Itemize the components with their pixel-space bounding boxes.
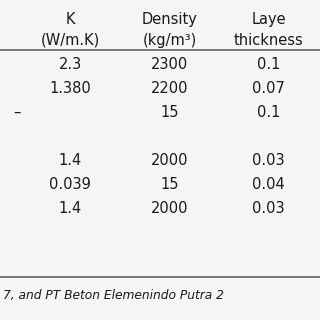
Text: 7, and PT Beton Elemenindo Putra 2: 7, and PT Beton Elemenindo Putra 2 [3, 290, 224, 302]
Text: Laye: Laye [252, 12, 286, 27]
Text: 1.380: 1.380 [50, 81, 91, 95]
Text: 0.07: 0.07 [252, 81, 285, 95]
Text: (W/m.K): (W/m.K) [41, 33, 100, 47]
Text: 2.3: 2.3 [59, 57, 82, 71]
Text: 2000: 2000 [151, 201, 188, 215]
Text: 1.4: 1.4 [59, 201, 82, 215]
Text: 0.039: 0.039 [50, 177, 91, 191]
Text: 0.03: 0.03 [252, 201, 285, 215]
Text: 0.1: 0.1 [257, 57, 281, 71]
Text: 0.03: 0.03 [252, 153, 285, 167]
Text: 2000: 2000 [151, 153, 188, 167]
Text: 2300: 2300 [151, 57, 188, 71]
Text: 15: 15 [160, 105, 179, 119]
Text: Density: Density [142, 12, 197, 27]
Text: thickness: thickness [234, 33, 304, 47]
Text: 2200: 2200 [151, 81, 188, 95]
Text: K: K [66, 12, 75, 27]
Text: 0.1: 0.1 [257, 105, 281, 119]
Text: –: – [13, 105, 20, 119]
Text: 1.4: 1.4 [59, 153, 82, 167]
Text: 15: 15 [160, 177, 179, 191]
Text: (kg/m³): (kg/m³) [142, 33, 197, 47]
Text: 0.04: 0.04 [252, 177, 285, 191]
